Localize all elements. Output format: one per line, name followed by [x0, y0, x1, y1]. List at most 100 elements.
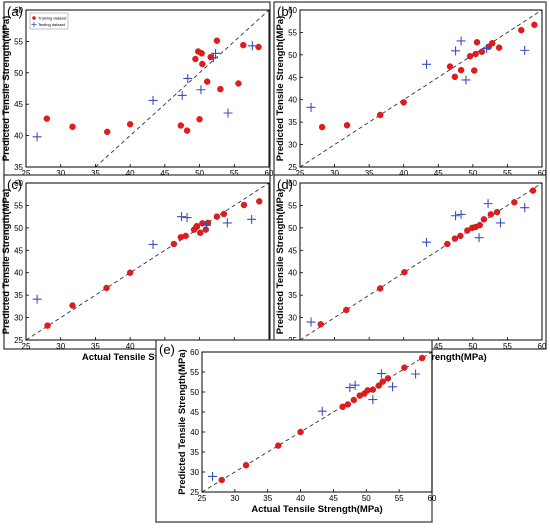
training-point	[217, 85, 224, 93]
training-point	[256, 198, 263, 205]
y-tick-label: 55	[14, 201, 23, 210]
x-axis-label: Actual Tensile Strength(MPa)	[82, 352, 213, 363]
axes-box	[25, 9, 270, 168]
y-tick-label: 55	[288, 28, 297, 37]
y-tick-label: 40	[288, 96, 297, 105]
legend-training-marker	[32, 16, 36, 20]
x-tick-label: 25	[198, 494, 207, 503]
diagonal-reference-line	[25, 182, 270, 341]
y-tick-label: 30	[288, 314, 297, 323]
x-tick-label: 35	[91, 169, 100, 178]
training-point	[255, 43, 262, 51]
training-point	[192, 55, 199, 63]
training-point	[401, 364, 408, 371]
training-point	[495, 44, 503, 51]
y-tick-label: 50	[288, 51, 297, 60]
panel-label: (e)	[159, 342, 175, 357]
training-point	[487, 211, 495, 218]
testing-point	[247, 41, 257, 51]
x-tick-label: 50	[468, 169, 477, 178]
testing-point	[177, 212, 187, 222]
y-tick-label: 60	[14, 179, 23, 188]
x-tick-label: 40	[126, 342, 135, 351]
training-point	[177, 122, 185, 129]
axes-box	[201, 351, 433, 493]
y-tick-label: 40	[14, 132, 23, 141]
training-point	[235, 80, 242, 87]
training-point	[466, 53, 474, 60]
x-tick-label: 60	[428, 494, 437, 503]
training-point	[103, 284, 110, 292]
testing-point	[222, 218, 232, 228]
panel-e: 25 30 35 40 45 50 55 60 25 30 35 40 45 50 55 60 Actual T…	[155, 339, 437, 523]
training-point	[297, 428, 304, 436]
testing-point	[474, 233, 484, 243]
testing-point	[182, 213, 192, 223]
training-point	[343, 306, 350, 314]
x-tick-label: 35	[263, 494, 272, 503]
x-tick-label: 25	[22, 169, 31, 178]
testing-point	[208, 53, 218, 63]
y-tick-label: 25	[190, 488, 199, 497]
testing-point	[496, 218, 506, 228]
testing-point	[388, 382, 398, 392]
testing-point	[223, 108, 233, 118]
training-point	[444, 240, 451, 248]
testing-point	[520, 203, 530, 213]
y-tick-label: 55	[14, 37, 23, 46]
training-point	[275, 442, 282, 449]
training-point	[369, 386, 377, 393]
testing-point	[456, 209, 466, 219]
x-tick-label: 50	[195, 169, 204, 178]
training-point	[242, 462, 250, 469]
training-point	[197, 229, 204, 236]
x-tick-label: 45	[329, 494, 338, 503]
training-point	[202, 226, 210, 233]
testing-point	[317, 406, 327, 416]
training-point	[183, 127, 191, 134]
testing-point	[482, 44, 492, 54]
training-point	[489, 39, 496, 47]
training-point	[464, 227, 471, 234]
y-tick-label: 45	[190, 408, 199, 417]
training-point	[471, 67, 478, 74]
testing-point	[196, 85, 206, 95]
y-tick-label: 60	[190, 348, 199, 357]
training-point	[418, 354, 426, 362]
legend: Training dataset Testing dataset	[29, 12, 69, 30]
x-tick-label: 55	[230, 169, 239, 178]
panel-label: (d)	[277, 177, 293, 192]
x-tick-label: 45	[434, 342, 443, 351]
training-point	[318, 123, 326, 131]
training-point	[401, 269, 408, 276]
x-tick-label: 55	[503, 169, 512, 178]
y-tick-label: 45	[288, 73, 297, 82]
x-tick-label: 60	[538, 169, 547, 178]
training-point	[400, 99, 407, 106]
legend-testing-marker	[31, 22, 37, 27]
y-tick-label: 40	[288, 269, 297, 278]
training-point	[198, 50, 205, 57]
legend-training-label: Training dataset	[38, 15, 67, 20]
y-tick-label: 40	[14, 269, 23, 278]
y-tick-label: 35	[288, 118, 297, 127]
y-tick-label: 25	[14, 336, 23, 345]
training-point	[343, 122, 351, 129]
training-point	[170, 240, 178, 248]
x-tick-label: 60	[538, 342, 547, 351]
panel-frame	[273, 174, 547, 350]
panel-label: (b)	[277, 4, 293, 19]
x-tick-label: 55	[395, 494, 404, 503]
training-point	[213, 37, 221, 44]
y-tick-label: 35	[14, 291, 23, 300]
legend-testing-label: Testing dataset	[38, 22, 66, 27]
training-point	[476, 221, 483, 229]
testing-point	[177, 90, 187, 100]
y-tick-label: 60	[288, 6, 297, 15]
y-tick-label: 30	[288, 141, 297, 150]
training-point	[350, 396, 357, 404]
y-tick-label: 50	[14, 69, 23, 78]
y-axis-label: Predicted Tensile Strength(MPa)	[275, 189, 286, 335]
x-tick-label: 25	[22, 342, 31, 351]
